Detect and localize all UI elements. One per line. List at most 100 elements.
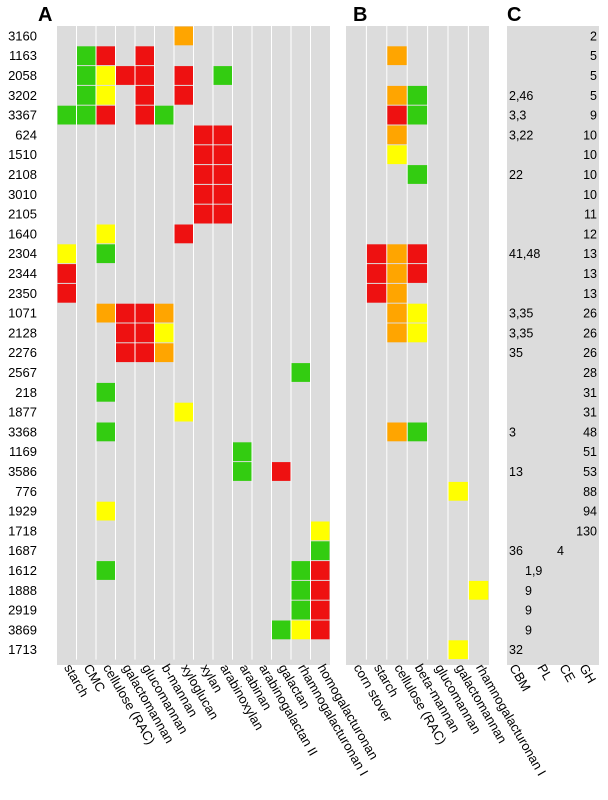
row-label: 2128 bbox=[8, 325, 37, 340]
panel-a-cell bbox=[272, 462, 291, 481]
row-label: 2919 bbox=[8, 603, 37, 618]
gh-value: 130 bbox=[576, 524, 597, 538]
panel-b-cell bbox=[407, 244, 428, 264]
panel-a-cell bbox=[116, 343, 135, 363]
cbm-value: 35 bbox=[509, 346, 523, 360]
panel-b-cell bbox=[407, 105, 428, 125]
row-label: 3367 bbox=[8, 108, 37, 123]
pl-value: 9 bbox=[525, 584, 532, 598]
panel-a-cell bbox=[291, 561, 310, 580]
panel-a-cell bbox=[311, 600, 330, 620]
panel-a-cell bbox=[311, 580, 330, 600]
panel-a-cell bbox=[57, 244, 76, 264]
panel-b-background bbox=[346, 26, 489, 665]
panel-b-cell bbox=[407, 323, 428, 343]
panel-a-cell bbox=[174, 85, 193, 105]
panel-a-cell bbox=[233, 462, 252, 481]
panel-b-cell bbox=[366, 283, 387, 303]
row-label: 2567 bbox=[8, 365, 37, 380]
panel-b-cell bbox=[448, 640, 468, 660]
panel-a-cell bbox=[155, 303, 174, 323]
row-label: 2304 bbox=[8, 246, 37, 261]
gh-value: 26 bbox=[583, 326, 597, 340]
panel-c-column-label: CBM bbox=[506, 661, 533, 694]
cbm-value: 3,35 bbox=[509, 326, 533, 340]
panel-a-cell bbox=[96, 224, 115, 244]
gh-value: 48 bbox=[583, 425, 597, 439]
panel-b-cell bbox=[468, 580, 489, 600]
panel-b-cell bbox=[366, 264, 387, 283]
panel-a-cell bbox=[77, 105, 96, 125]
row-label: 218 bbox=[15, 385, 37, 400]
panel-a-cell bbox=[174, 402, 193, 422]
gh-value: 10 bbox=[583, 128, 597, 142]
panel-c-column-label: PL bbox=[534, 661, 555, 682]
cbm-value: 3,22 bbox=[509, 128, 533, 142]
panel-a-cell bbox=[213, 204, 232, 224]
panel-a-cell bbox=[57, 283, 76, 303]
row-label: 2344 bbox=[8, 266, 37, 281]
panel-a-cell bbox=[96, 66, 115, 85]
panel-a-cell bbox=[96, 303, 115, 323]
panel-b-cell bbox=[387, 46, 407, 66]
panel-a-cell bbox=[135, 66, 154, 85]
panel-a-cell bbox=[116, 323, 135, 343]
row-label: 1169 bbox=[9, 444, 37, 459]
panel-a-cell bbox=[213, 66, 232, 85]
panel-c-letter: C bbox=[507, 4, 521, 26]
panel-a-cell bbox=[135, 343, 154, 363]
panel-b-letter: B bbox=[353, 4, 367, 26]
panel-b-cell bbox=[407, 303, 428, 323]
panel-b-cell bbox=[407, 85, 428, 105]
gh-value: 94 bbox=[583, 505, 597, 519]
gh-value: 10 bbox=[583, 168, 597, 182]
row-label: 1713 bbox=[8, 642, 37, 657]
gh-value: 31 bbox=[583, 386, 597, 400]
panel-b-cell bbox=[387, 85, 407, 105]
row-label: 1071 bbox=[8, 306, 37, 321]
panel-b-gridlines bbox=[365, 26, 469, 660]
gh-value: 88 bbox=[583, 485, 597, 499]
gh-value: 53 bbox=[583, 465, 597, 479]
gh-value: 5 bbox=[590, 69, 597, 83]
panel-b-cell bbox=[387, 145, 407, 165]
row-label: 2350 bbox=[8, 286, 37, 301]
row-label: 3160 bbox=[8, 28, 37, 43]
panel-a-cell bbox=[116, 66, 135, 85]
row-label: 2276 bbox=[8, 345, 37, 360]
panel-a-cell bbox=[57, 264, 76, 283]
pl-value: 9 bbox=[525, 623, 532, 637]
panel-a-cell bbox=[174, 66, 193, 85]
panel-a-cell bbox=[311, 541, 330, 561]
panel-a-cell bbox=[135, 46, 154, 66]
pl-value: 9 bbox=[525, 604, 532, 618]
panel-a-letter: A bbox=[38, 4, 52, 26]
panel-a-cell bbox=[135, 105, 154, 125]
panel-a-cell bbox=[96, 382, 115, 402]
gh-value: 26 bbox=[583, 346, 597, 360]
panel-b-cell bbox=[387, 303, 407, 323]
panel-a-cell bbox=[135, 323, 154, 343]
cbm-value: 32 bbox=[509, 643, 523, 657]
panel-a-cell bbox=[291, 363, 310, 382]
cbm-value: 13 bbox=[509, 465, 523, 479]
ce-value: 4 bbox=[557, 544, 564, 558]
row-label: 776 bbox=[15, 484, 37, 499]
panel-a-cell bbox=[96, 105, 115, 125]
panel-a-cell bbox=[194, 165, 213, 184]
row-label: 3202 bbox=[8, 88, 37, 103]
gh-value: 31 bbox=[583, 406, 597, 420]
panel-a-cell bbox=[174, 224, 193, 244]
row-label: 1163 bbox=[9, 48, 37, 63]
panel-a-cell bbox=[291, 620, 310, 640]
row-label: 2108 bbox=[8, 167, 37, 182]
cbm-value: 3,3 bbox=[509, 109, 526, 123]
pl-value: 1,9 bbox=[525, 564, 542, 578]
row-label: 1929 bbox=[8, 504, 37, 519]
cbm-value: 3,35 bbox=[509, 307, 533, 321]
row-label: 1718 bbox=[8, 523, 37, 538]
cbm-value: 2,46 bbox=[509, 89, 533, 103]
gh-value: 10 bbox=[583, 148, 597, 162]
panel-a-cell bbox=[291, 600, 310, 620]
